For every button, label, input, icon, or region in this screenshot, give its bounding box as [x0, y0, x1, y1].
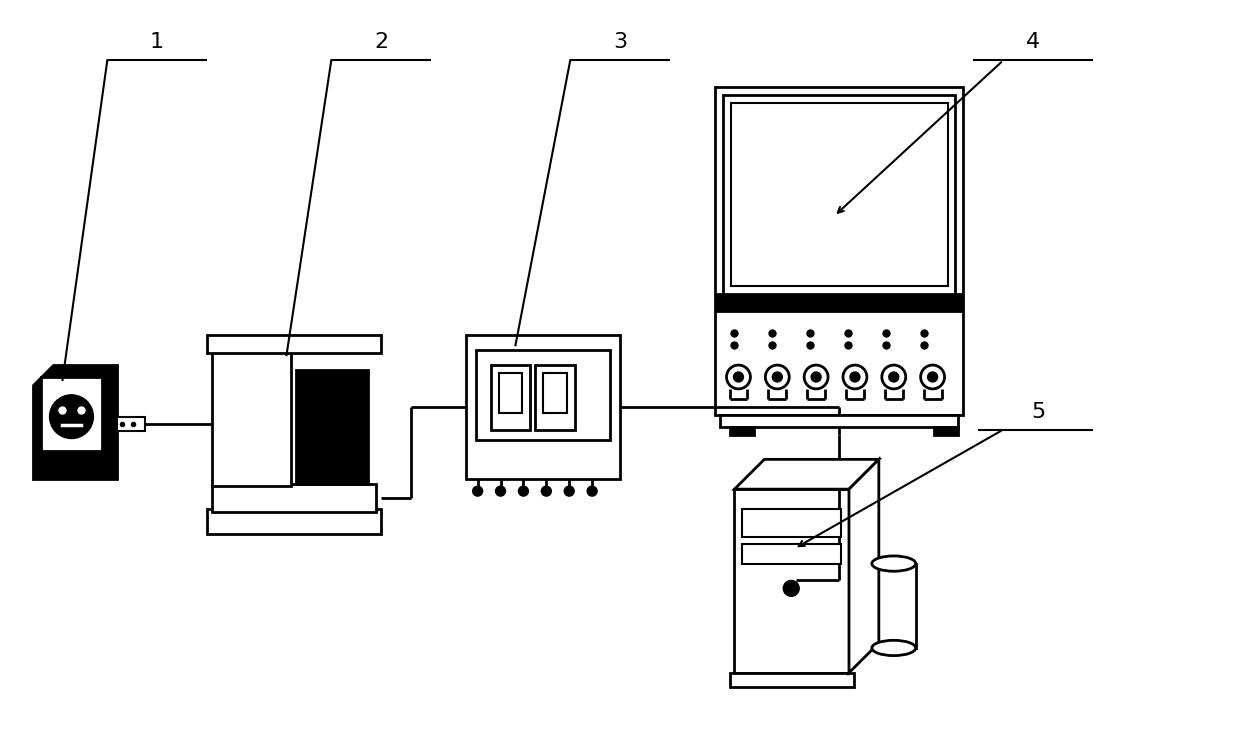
Ellipse shape	[872, 556, 915, 572]
Bar	[543, 373, 567, 413]
Bar	[743, 544, 841, 563]
Bar	[743, 509, 841, 537]
Circle shape	[928, 372, 937, 382]
Text: 1: 1	[150, 32, 164, 53]
Text: 3: 3	[613, 32, 627, 53]
Ellipse shape	[872, 640, 915, 656]
Bar	[476, 350, 610, 439]
Text: 4: 4	[1025, 32, 1040, 53]
Bar	[491, 365, 531, 430]
Bar	[729, 427, 754, 434]
Circle shape	[496, 486, 506, 496]
Circle shape	[784, 580, 800, 596]
Bar	[730, 103, 947, 286]
Text: 2: 2	[374, 32, 388, 53]
Bar	[934, 427, 959, 434]
Bar	[729, 673, 854, 687]
Circle shape	[920, 365, 945, 389]
Bar	[714, 87, 963, 415]
Bar	[207, 509, 381, 534]
Circle shape	[889, 372, 899, 382]
Bar	[872, 563, 915, 648]
Bar	[212, 345, 291, 486]
Polygon shape	[734, 459, 879, 489]
Bar	[207, 335, 381, 353]
Bar	[498, 373, 522, 413]
Circle shape	[564, 486, 574, 496]
Circle shape	[882, 365, 905, 389]
Bar	[723, 95, 956, 293]
Circle shape	[727, 365, 750, 389]
Circle shape	[542, 486, 552, 496]
Bar	[212, 484, 376, 512]
Circle shape	[773, 372, 782, 382]
Circle shape	[472, 486, 482, 496]
Bar	[714, 293, 963, 311]
Circle shape	[805, 365, 828, 389]
Circle shape	[50, 394, 93, 439]
Bar	[118, 417, 145, 430]
Circle shape	[811, 372, 821, 382]
Bar	[466, 335, 620, 479]
Circle shape	[843, 365, 867, 389]
Bar	[41, 377, 103, 452]
Text: 5: 5	[1030, 402, 1045, 422]
Circle shape	[849, 372, 859, 382]
Circle shape	[734, 372, 744, 382]
Polygon shape	[32, 365, 118, 479]
Circle shape	[518, 486, 528, 496]
Bar	[536, 365, 575, 430]
Bar	[719, 415, 959, 427]
Circle shape	[588, 486, 598, 496]
Bar	[296, 370, 368, 484]
Polygon shape	[849, 459, 879, 673]
Bar	[734, 489, 849, 673]
Circle shape	[765, 365, 789, 389]
